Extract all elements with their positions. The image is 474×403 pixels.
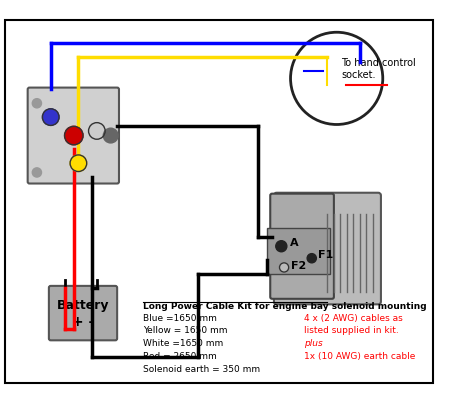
Text: + -: + - [72,315,94,329]
Circle shape [64,126,83,145]
Text: F1: F1 [318,250,333,260]
Circle shape [307,253,316,263]
Text: F2: F2 [292,261,307,270]
Circle shape [103,128,118,143]
Text: Blue =1650 mm: Blue =1650 mm [143,314,217,322]
Circle shape [70,155,87,172]
Circle shape [89,123,105,139]
Text: To hand control
socket.: To hand control socket. [341,58,416,80]
Circle shape [43,109,59,125]
Text: Battery: Battery [57,299,109,312]
Circle shape [32,168,42,177]
Text: 1x (10 AWG) earth cable: 1x (10 AWG) earth cable [304,352,416,361]
Text: Yellow = 1650 mm: Yellow = 1650 mm [143,326,228,335]
Bar [267,228,330,274]
Text: A: A [290,239,298,249]
FancyBboxPatch shape [270,194,334,299]
Text: 4 x (2 AWG) cables as: 4 x (2 AWG) cables as [304,314,403,322]
FancyBboxPatch shape [49,286,117,340]
Text: Long Power Cable Kit for engine bay solenoid mounting: Long Power Cable Kit for engine bay sole… [143,301,427,311]
Text: listed supplied in kit.: listed supplied in kit. [304,326,399,335]
Text: White =1650 mm: White =1650 mm [143,339,223,348]
Text: Red = 2650 mm: Red = 2650 mm [143,352,217,361]
Text: Solenoid earth = 350 mm: Solenoid earth = 350 mm [143,365,260,374]
FancyBboxPatch shape [27,87,119,183]
Circle shape [276,241,287,252]
Circle shape [32,99,42,108]
FancyBboxPatch shape [274,193,381,304]
Circle shape [280,263,289,272]
Text: plus: plus [304,339,323,348]
